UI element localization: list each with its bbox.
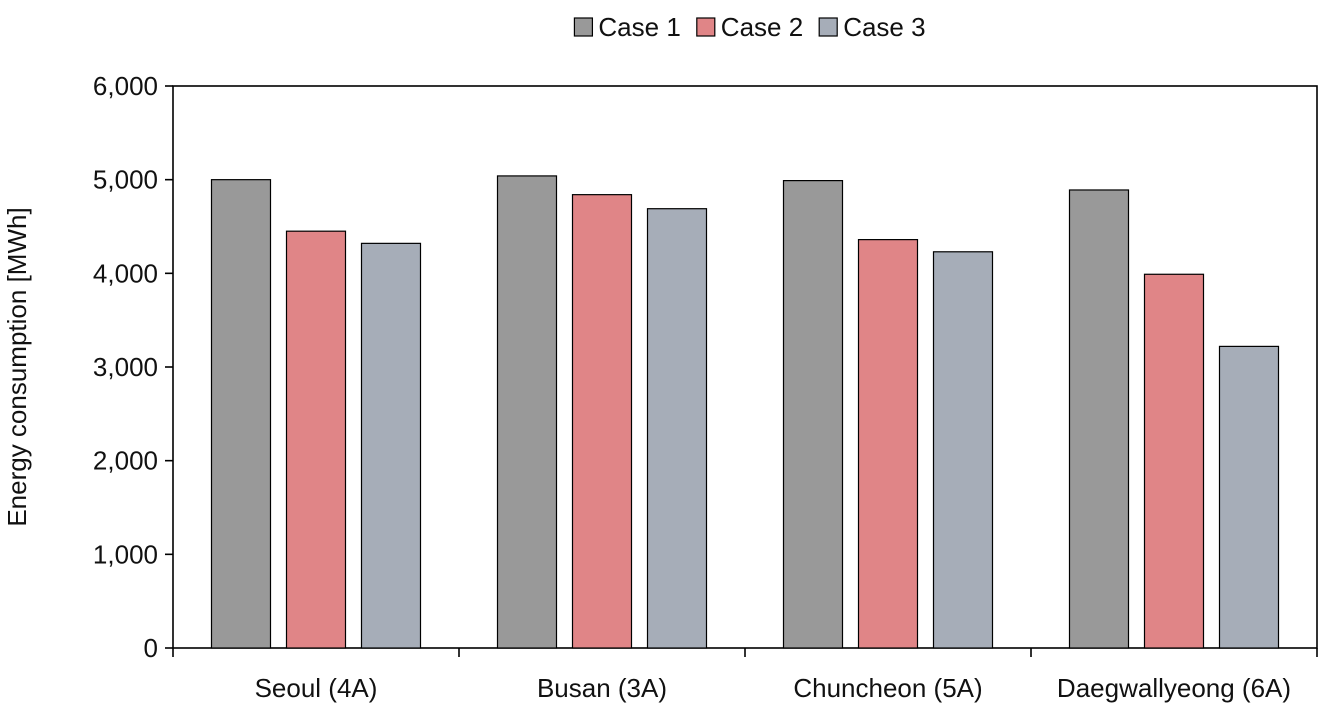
y-tick-label: 1,000 — [93, 539, 158, 569]
y-axis: 0 1,000 2,000 3,000 4,000 5,000 6,000 — [93, 71, 173, 663]
bar-case-3 — [646, 208, 708, 649]
legend-label: Case 2 — [721, 12, 803, 42]
legend-swatch — [818, 17, 838, 37]
legend-label: Case 1 — [598, 12, 680, 42]
y-tick-label: 6,000 — [93, 71, 158, 101]
bar-case-3 — [360, 242, 422, 649]
x-tick-label: Busan (3A) — [537, 673, 667, 703]
bar-case-1 — [1068, 189, 1130, 649]
y-tick-label: 5,000 — [93, 165, 158, 195]
y-tick-label: 4,000 — [93, 258, 158, 288]
bar-case-2 — [285, 230, 347, 649]
legend-swatch — [696, 17, 716, 37]
y-tick-label: 2,000 — [93, 446, 158, 476]
bar-case-3 — [1218, 345, 1280, 649]
legend-label: Case 3 — [843, 12, 925, 42]
x-axis: Seoul (4A) Busan (3A) Chuncheon (5A) Daegwa… — [172, 648, 1318, 703]
legend: Case 1 Case 2 Case 3 — [573, 12, 926, 42]
x-tick-label: Chuncheon (5A) — [793, 673, 982, 703]
y-tick-label: 3,000 — [93, 352, 158, 382]
x-tick-label: Seoul (4A) — [255, 673, 378, 703]
bars — [210, 175, 1280, 649]
y-tick-label: 0 — [144, 633, 158, 663]
bar-case-3 — [932, 251, 994, 649]
y-axis-title: Energy consumption [MWh] — [2, 207, 32, 526]
bar-case-2 — [857, 239, 919, 649]
bar-case-2 — [571, 194, 633, 649]
bar-case-1 — [782, 180, 844, 649]
x-tick-label: Daegwallyeong (6A) — [1057, 673, 1291, 703]
bar-case-2 — [1143, 273, 1205, 649]
bar-case-1 — [496, 175, 558, 649]
legend-swatch — [573, 17, 594, 37]
bar-case-1 — [210, 179, 272, 649]
plot-area: 0 1,000 2,000 3,000 4,000 5,000 6,000 Seoul (4… — [93, 71, 1318, 703]
